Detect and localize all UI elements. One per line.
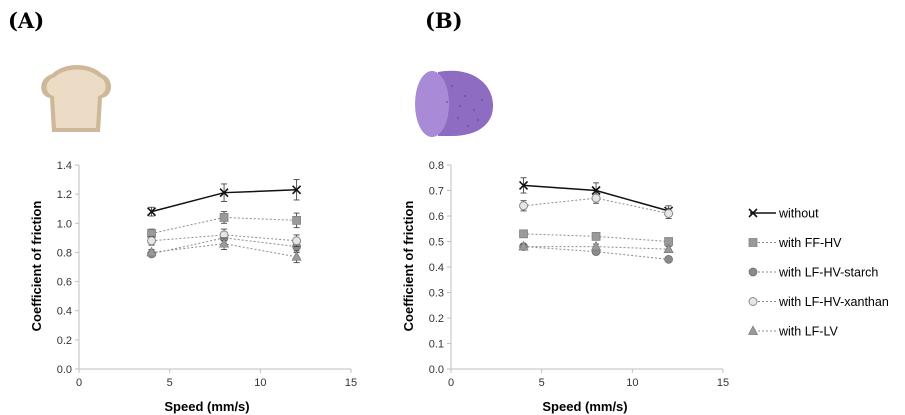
legend-item-with-lf-lv: with LF-LV: [747, 325, 838, 339]
legend: without with FF-HV with LF-HV-starch with L…: [747, 207, 889, 339]
y-tick-label: 0.8: [429, 160, 444, 172]
series-with-lf-lv: [518, 240, 674, 253]
x-tick-label: 15: [717, 377, 729, 389]
axes-b: 0.0 0.1 0.2 0.3 0.4 0.5 0.6 0.7 0.8 0 5 10 15: [429, 160, 729, 389]
y-tick-label: 0.4: [429, 262, 444, 274]
y-tick-label: 0.4: [57, 306, 72, 318]
data-point: [590, 240, 602, 251]
y-tick-label: 1.0: [57, 218, 72, 230]
y-axis-title-a: Coefficient of friction: [29, 201, 44, 332]
y-tick-label: 1.2: [57, 189, 72, 201]
data-point: [146, 207, 157, 217]
data-point: [591, 193, 601, 203]
data-point: [663, 243, 674, 253]
y-tick-label: 1.4: [57, 160, 72, 172]
x-tick-label: 5: [539, 377, 545, 389]
panel-label-a: (A): [8, 8, 44, 33]
series-layer-b: [518, 177, 674, 264]
legend-label: with FF-HV: [778, 236, 842, 250]
data-point: [146, 246, 157, 257]
series-layer-a: [146, 179, 302, 264]
panel-b: (B) 0.0 0.1 0.2 0.3 0.4 0.5 0.6 0.7 0.8 0 5 10 15 Sp…: [401, 8, 729, 414]
legend-item-with-lf-hv-starch: with LF-HV-starch: [748, 266, 878, 280]
x-tick-label: 15: [345, 377, 357, 389]
data-point: [291, 251, 302, 261]
series-line: [151, 237, 297, 255]
data-point: [664, 255, 673, 264]
series-with-lf-hv-xanthan: [147, 228, 302, 248]
data-point: [218, 237, 230, 248]
y-tick-label: 0.6: [57, 277, 72, 289]
y-tick-label: 0.5: [429, 237, 444, 249]
bread-slice-icon: [41, 65, 111, 132]
series-with-ff-hv: [147, 211, 301, 239]
data-point: [519, 201, 529, 211]
y-tick-label: 0.0: [429, 364, 444, 376]
legend-item-with-ff-hv: with FF-HV: [748, 236, 842, 250]
panel-label-b: (B): [425, 8, 463, 33]
x-tick-label: 10: [254, 377, 266, 389]
legend-marker: [748, 208, 758, 218]
x-tick-label: 0: [76, 377, 82, 389]
legend-marker: [748, 297, 758, 306]
legend-label: with LF-HV-xanthan: [778, 295, 889, 309]
data-point: [219, 213, 229, 222]
series-with-lf-lv: [146, 237, 302, 264]
data-point: [518, 240, 529, 251]
data-point: [664, 208, 674, 218]
data-point: [518, 180, 529, 190]
series-with-ff-hv: [519, 229, 673, 246]
y-tick-label: 0.1: [429, 339, 444, 351]
legend-item-without: without: [748, 207, 819, 221]
legend-label: with LF-HV-starch: [778, 266, 878, 280]
legend-item-with-lf-hv-xanthan: with LF-HV-xanthan: [748, 295, 889, 309]
y-tick-label: 0.6: [429, 211, 444, 223]
series-line: [151, 216, 297, 234]
y-tick-label: 0.0: [57, 364, 72, 376]
series-without: [146, 179, 302, 217]
y-tick-label: 0.2: [429, 313, 444, 325]
data-point: [147, 236, 157, 246]
y-tick-label: 0.8: [57, 247, 72, 259]
data-point: [292, 185, 302, 195]
y-axis-title-b: Coefficient of friction: [401, 201, 416, 332]
x-tick-label: 0: [448, 377, 454, 389]
legend-marker: [748, 238, 758, 247]
data-point: [519, 229, 528, 239]
x-tick-label: 5: [167, 377, 173, 389]
data-point: [591, 232, 601, 241]
x-axis-title-a: Speed (mm/s): [164, 399, 249, 414]
axes-a: 0.0 0.2 0.4 0.6 0.8 1.0 1.2 1.4 0 5 10 15: [57, 160, 357, 389]
y-tick-label: 0.3: [429, 288, 444, 300]
legend-label: without: [778, 207, 819, 221]
series-with-lf-hv-xanthan: [519, 192, 674, 220]
legend-marker: [748, 267, 758, 277]
data-point: [292, 236, 302, 246]
eggplant-half-icon: [415, 70, 494, 137]
legend-marker: [747, 325, 759, 335]
y-tick-label: 0.2: [57, 335, 72, 347]
x-axis-title-b: Speed (mm/s): [542, 399, 627, 414]
data-point: [219, 188, 229, 198]
legend-label: with LF-LV: [778, 325, 838, 339]
panel-a: (A) 0.0 0.2 0.4 0.6 0.8 1.0 1.2 1.4 0 5 10 15 Speed…: [8, 8, 357, 414]
y-tick-label: 0.7: [429, 186, 444, 198]
data-point: [292, 216, 301, 225]
x-tick-label: 10: [626, 377, 638, 389]
